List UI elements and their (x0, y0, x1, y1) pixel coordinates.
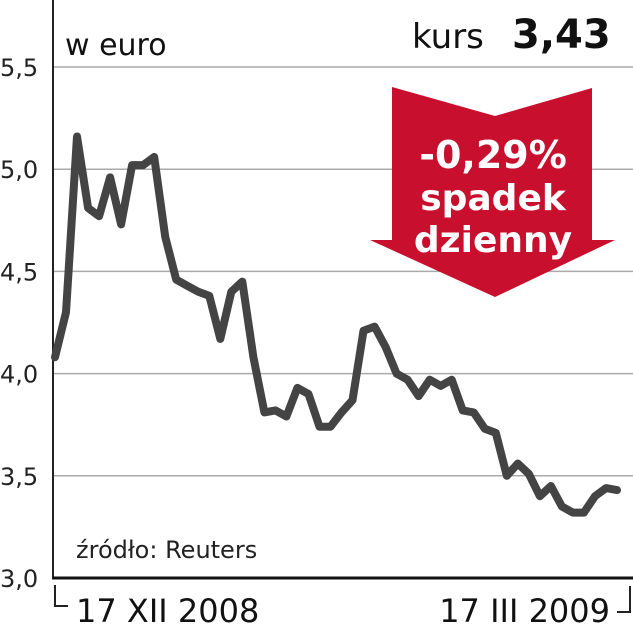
x-range-end-bracket (617, 586, 631, 613)
y-tick-label: 3,0 (0, 565, 38, 593)
x-tick-label-end: 17 III 2009 (439, 592, 610, 630)
y-tick-label: 4,0 (0, 361, 38, 389)
source-note: źródło: Reuters (76, 536, 257, 564)
y-tick-label: 4,5 (0, 258, 38, 286)
daily-change-value: -0,29% (419, 133, 567, 177)
y-tick-labels: 5,5 5,0 4,5 4,0 3,5 3,0 (0, 54, 38, 593)
kurs-value: 3,43 (512, 12, 611, 58)
daily-change-label-2: dzienny (414, 220, 572, 261)
series-line (51, 132, 621, 517)
down-arrow-badge (370, 87, 615, 297)
daily-change-label-1: spadek (420, 178, 567, 219)
x-range-start-bracket (54, 585, 68, 607)
y-tick-label: 3,5 (0, 463, 38, 491)
y-tick-label: 5,5 (0, 54, 38, 82)
x-tick-label-start: 17 XII 2008 (76, 592, 259, 630)
y-axis-unit: w euro (65, 28, 167, 63)
y-tick-label: 5,0 (0, 156, 38, 184)
kurs-label: kurs (412, 17, 484, 57)
